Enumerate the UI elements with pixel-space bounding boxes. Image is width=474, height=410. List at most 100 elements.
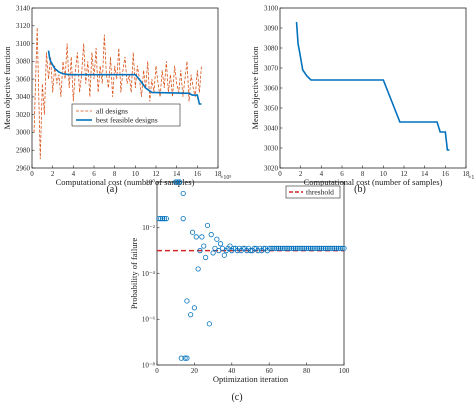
- x-tick-label: 60: [266, 367, 274, 375]
- chart-b: 0 2 4 6 8 10 12 14 16 18 3020 3030 3040 3050 3060 3070 3…: [250, 4, 474, 187]
- data-point: [227, 243, 233, 249]
- x-tick-label: 0: [155, 367, 159, 375]
- data-point: [217, 241, 224, 247]
- data-point: [195, 266, 201, 272]
- data-point: [326, 245, 332, 251]
- x-tick-label: 10: [380, 170, 388, 178]
- x-axis-label: Computational cost (number of samples): [304, 177, 443, 187]
- legend-label-all-designs: all designs: [96, 107, 128, 116]
- data-point: [305, 245, 312, 251]
- y-tick-label: 3140: [16, 4, 31, 12]
- x-tick-label: 40: [228, 367, 236, 375]
- data-point: [300, 245, 306, 251]
- data-point: [260, 245, 267, 251]
- y-tick-label: 3000: [16, 129, 31, 137]
- data-point: [298, 245, 304, 251]
- x-tick-label: 18: [215, 170, 223, 178]
- y-tick-label: 3120: [16, 22, 31, 30]
- plot-frame: [31, 7, 219, 169]
- y-tick-label: 3080: [16, 58, 31, 66]
- data-point: [311, 245, 317, 251]
- data-point: [307, 245, 313, 251]
- data-point: [328, 245, 334, 251]
- x-axis-label: Computational cost (number of samples): [56, 177, 195, 187]
- data-point: [221, 252, 227, 258]
- data-point: [176, 179, 183, 185]
- x-tick-label: 80: [303, 367, 311, 375]
- legend-label-threshold: threshold: [306, 188, 334, 197]
- data-point: [156, 216, 162, 222]
- data-point: [335, 245, 341, 251]
- data-point: [203, 254, 209, 261]
- data-point: [184, 298, 190, 304]
- y-tick-label: 10⁻⁴: [142, 270, 156, 278]
- data-point: [324, 245, 330, 251]
- x-tick-label: 6: [340, 170, 344, 178]
- y-tick-label: 3090: [264, 24, 279, 32]
- data-point: [160, 216, 166, 222]
- panel-label-a: (a): [106, 184, 117, 195]
- data-point: [281, 245, 287, 251]
- data-point: [178, 355, 184, 361]
- data-point: [275, 245, 282, 251]
- data-point: [197, 248, 203, 254]
- data-point: [279, 245, 285, 251]
- x-tick-label: 18: [463, 170, 471, 178]
- x-tick-label: 16: [442, 170, 450, 178]
- data-point: [212, 245, 218, 251]
- series-line-0: [295, 21, 450, 151]
- x-tick-label: 2: [299, 170, 303, 178]
- data-point: [188, 312, 194, 318]
- y-tick-label: 10⁻⁸: [142, 361, 156, 369]
- data-point: [158, 216, 164, 222]
- data-point: [161, 216, 168, 222]
- y-tick-label: 3070: [264, 64, 279, 72]
- y-tick-label: 2960: [16, 164, 31, 172]
- data-point: [251, 245, 257, 251]
- data-point: [201, 243, 207, 249]
- data-point: [182, 355, 188, 361]
- data-point: [322, 245, 328, 251]
- data-point: [277, 245, 284, 251]
- x-tick-label: 14: [421, 170, 429, 178]
- x-tick-label: 2: [51, 170, 55, 178]
- y-axis-label: Mean objective function: [2, 46, 12, 130]
- data-point: [287, 245, 293, 251]
- y-tick-label: 3040: [264, 124, 279, 132]
- x-multiplier: ×10⁵: [468, 175, 474, 181]
- data-point: [292, 245, 298, 251]
- y-tick-label: 3080: [264, 44, 279, 52]
- y-tick-label: 10⁻²: [142, 224, 155, 232]
- x-tick-label: 14: [173, 170, 181, 178]
- data-point: [302, 245, 308, 251]
- data-point: [219, 245, 226, 251]
- x-tick-label: 20: [191, 367, 199, 375]
- y-tick-label: 3100: [16, 40, 31, 48]
- data-point: [317, 245, 323, 251]
- y-tick-label: 3060: [16, 75, 31, 83]
- data-point: [289, 245, 295, 251]
- data-point: [163, 216, 169, 222]
- plot-frame: [156, 181, 345, 366]
- data-point: [283, 245, 289, 251]
- data-point: [231, 245, 237, 251]
- data-point: [204, 222, 211, 229]
- x-tick-label: 8: [113, 170, 117, 178]
- data-point: [303, 245, 310, 251]
- data-point: [191, 305, 197, 311]
- data-point: [285, 245, 291, 251]
- data-point: [247, 248, 254, 254]
- data-point: [320, 245, 327, 251]
- y-tick-label: 10⁰: [145, 178, 155, 186]
- series-line-0: [33, 27, 202, 160]
- data-point: [206, 321, 212, 327]
- data-point: [189, 229, 196, 235]
- data-point: [290, 245, 297, 251]
- data-point: [341, 245, 347, 251]
- data-point: [270, 245, 276, 251]
- data-point: [315, 245, 321, 251]
- data-point: [180, 216, 186, 222]
- data-point: [266, 245, 272, 251]
- y-tick-label: 3050: [264, 104, 279, 112]
- data-point: [216, 248, 222, 254]
